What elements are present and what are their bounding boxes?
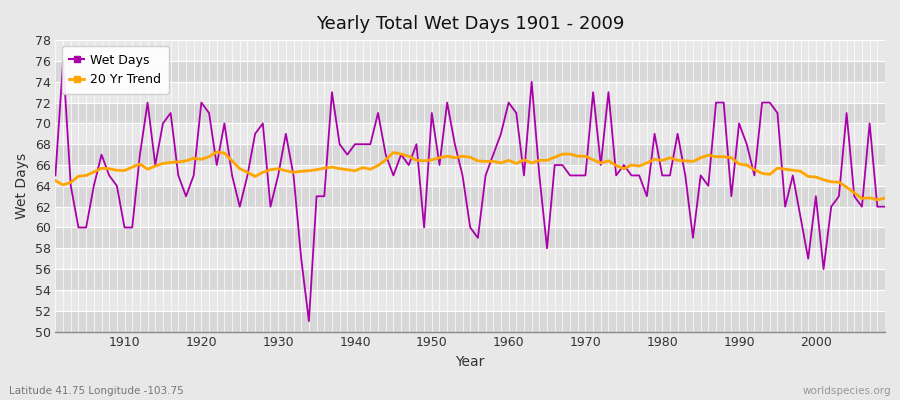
Bar — [56, 207, 885, 228]
Bar — [56, 40, 885, 61]
Bar — [56, 311, 885, 332]
Title: Yearly Total Wet Days 1901 - 2009: Yearly Total Wet Days 1901 - 2009 — [316, 15, 625, 33]
Bar — [56, 144, 885, 165]
Bar — [56, 269, 885, 290]
X-axis label: Year: Year — [455, 355, 485, 369]
Bar — [56, 248, 885, 269]
Bar — [56, 123, 885, 144]
Bar — [56, 186, 885, 207]
Bar — [56, 82, 885, 102]
Text: Latitude 41.75 Longitude -103.75: Latitude 41.75 Longitude -103.75 — [9, 386, 184, 396]
Bar — [56, 102, 885, 123]
Bar — [56, 228, 885, 248]
Bar — [56, 61, 885, 82]
Bar — [56, 290, 885, 311]
Bar — [56, 165, 885, 186]
Y-axis label: Wet Days: Wet Days — [15, 153, 29, 219]
Legend: Wet Days, 20 Yr Trend: Wet Days, 20 Yr Trend — [62, 46, 169, 94]
Text: worldspecies.org: worldspecies.org — [803, 386, 891, 396]
